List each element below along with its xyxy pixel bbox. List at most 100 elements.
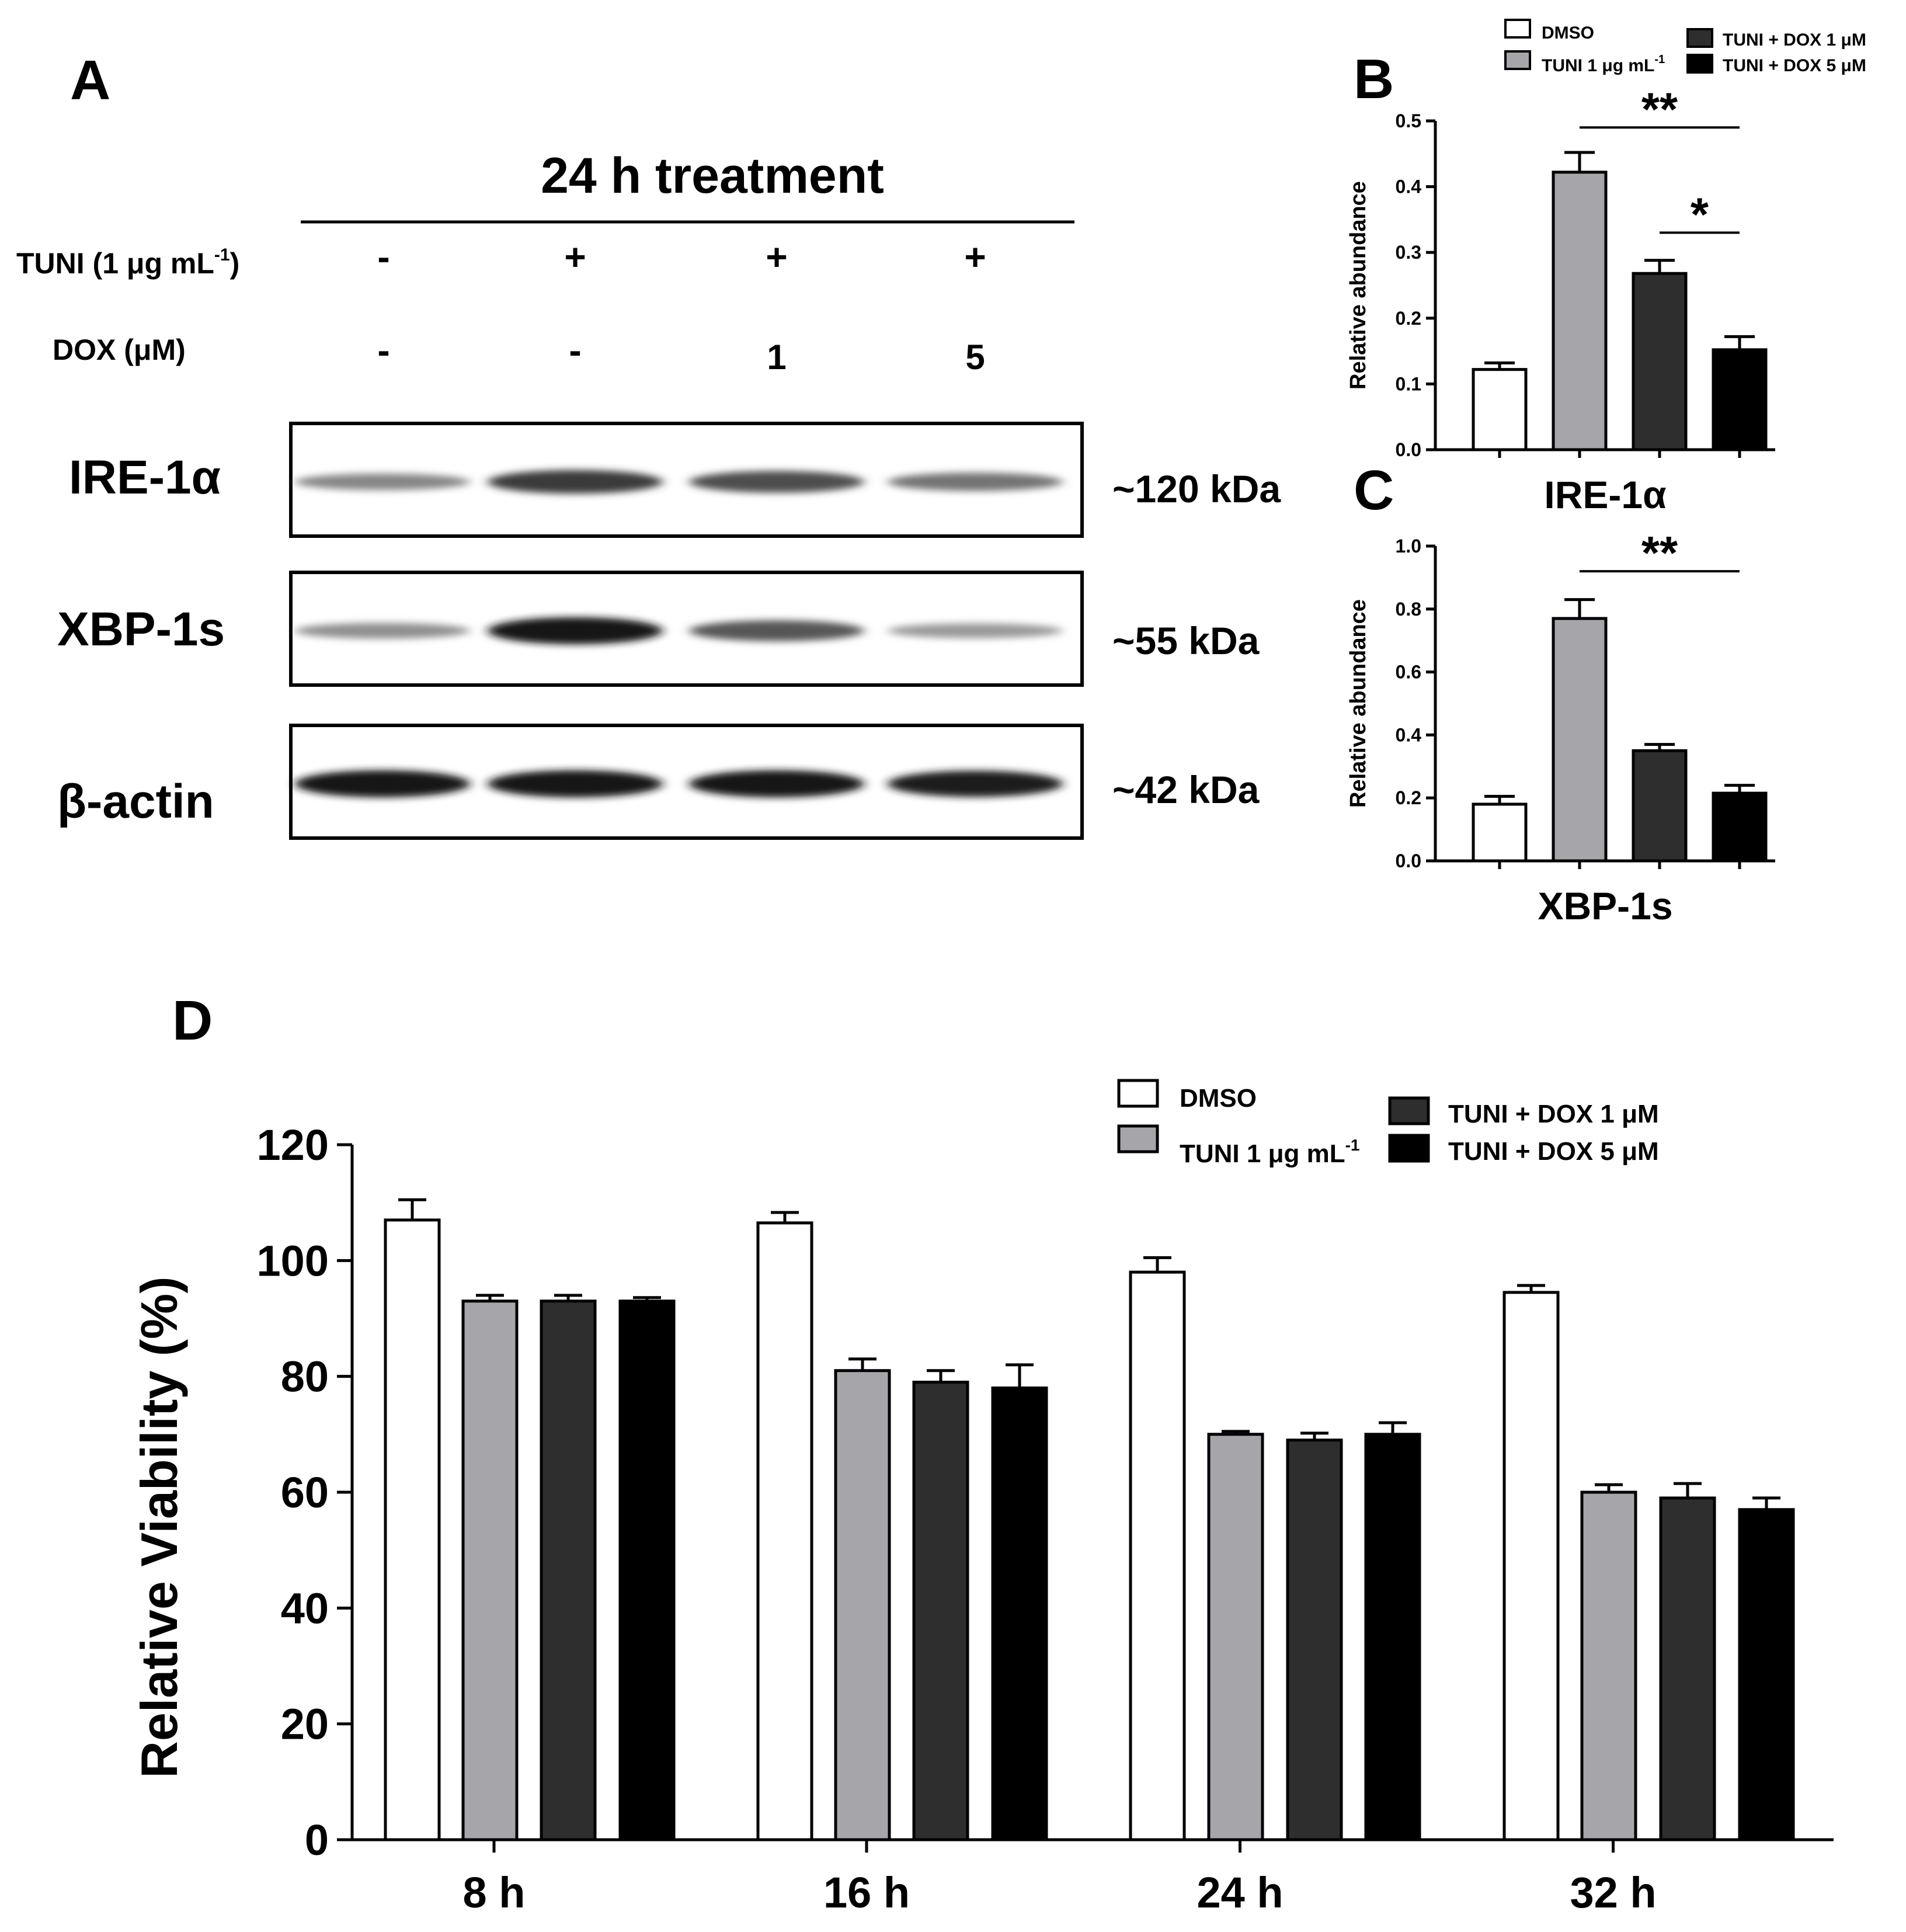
legend-d-dox1: TUNI + DOX 1 μM bbox=[1448, 1100, 1659, 1128]
band-size-xbp1s: ~55 kDa bbox=[1112, 619, 1260, 662]
y-tick-label: 40 bbox=[281, 1584, 329, 1632]
chart-d: D 0 20 40 60 80 100 120 Relative Viability (%) 8… bbox=[130, 989, 1834, 1917]
legend-bc-dox5: TUNI + DOX 5 μM bbox=[1723, 56, 1866, 75]
bar bbox=[461, 1299, 519, 1841]
y-axis-label: Relative abundance bbox=[1346, 599, 1371, 808]
legend-bc-swatch-dmso bbox=[1504, 19, 1531, 39]
legend-bc-dox1: TUNI + DOX 1 μM bbox=[1723, 30, 1866, 50]
dox-value-3: 1 bbox=[767, 338, 786, 377]
band-name-ire1a: IRE-1α bbox=[69, 451, 221, 504]
significance-label: ** bbox=[1641, 83, 1678, 135]
legend-d-swatch-dox1 bbox=[1388, 1096, 1430, 1125]
y-tick-label: 0.4 bbox=[1396, 176, 1422, 197]
bar bbox=[1472, 802, 1528, 863]
bar bbox=[1472, 368, 1528, 451]
x-tick-label: 32 h bbox=[1570, 1868, 1656, 1917]
bar bbox=[1552, 171, 1608, 451]
band-size-beta-actin: ~42 kDa bbox=[1112, 768, 1260, 811]
bar bbox=[991, 1387, 1048, 1841]
bar bbox=[756, 1221, 813, 1841]
significance-label: * bbox=[1691, 188, 1709, 240]
dox-value-4: 5 bbox=[965, 338, 985, 377]
x-axis-label: XBP-1s bbox=[1538, 884, 1672, 927]
legend-d-swatch-dox5 bbox=[1388, 1134, 1430, 1163]
y-tick-label: 100 bbox=[257, 1236, 329, 1285]
dox-value-1: - bbox=[377, 329, 389, 371]
bar bbox=[1712, 791, 1768, 863]
bar bbox=[1712, 348, 1768, 451]
x-axis-label: IRE-1α bbox=[1544, 473, 1666, 516]
x-tick-label: 16 h bbox=[823, 1868, 910, 1917]
panel-label-b: B bbox=[1354, 48, 1394, 110]
panel-label-c: C bbox=[1354, 459, 1394, 522]
y-axis-label: Relative abundance bbox=[1346, 181, 1371, 390]
band-name-beta-actin: β-actin bbox=[57, 775, 214, 828]
tuni-value-3: + bbox=[766, 236, 787, 278]
blot-band bbox=[689, 471, 864, 493]
legend-bc-swatch-dox5 bbox=[1686, 54, 1713, 74]
bar bbox=[1502, 1291, 1560, 1841]
blot-band bbox=[488, 470, 663, 494]
blot-bands bbox=[295, 470, 1063, 798]
x-tick-label: 24 h bbox=[1197, 1868, 1283, 1917]
blot-band bbox=[888, 472, 1063, 491]
blot-band bbox=[488, 617, 663, 645]
legend-bc: DMSO TUNI 1 μg mL-1 TUNI + DOX 1 μM TUNI… bbox=[1504, 19, 1866, 75]
legend-d-dmso: DMSO bbox=[1180, 1084, 1257, 1113]
y-tick-label: 0.0 bbox=[1396, 850, 1421, 871]
blot-band bbox=[689, 770, 864, 798]
tuni-value-4: + bbox=[964, 236, 986, 278]
bar bbox=[1364, 1433, 1421, 1841]
bar bbox=[384, 1218, 441, 1841]
blot-title: 24 h treatment bbox=[541, 148, 884, 204]
blot-band bbox=[295, 770, 470, 798]
chart-b: B 0.0 0.1 0.2 0.3 0.4 0.5 Relative abundance IR… bbox=[1346, 48, 1775, 516]
bar bbox=[1580, 1490, 1637, 1841]
dox-value-2: - bbox=[569, 329, 581, 371]
chart-c: C 0.0 0.2 0.4 0.6 0.8 1.0 Relative abundance XB… bbox=[1346, 459, 1775, 927]
legend-bc-swatch-tuni bbox=[1504, 50, 1531, 70]
y-tick-label: 0.6 bbox=[1396, 662, 1421, 683]
legend-d-dox5: TUNI + DOX 5 μM bbox=[1448, 1137, 1659, 1166]
significance-label: ** bbox=[1641, 527, 1678, 579]
tuni-value-2: + bbox=[564, 236, 586, 278]
bar bbox=[834, 1369, 891, 1841]
legend-bc-swatch-dox1 bbox=[1686, 28, 1713, 48]
y-tick-label: 120 bbox=[257, 1121, 329, 1169]
legend-d-tuni: TUNI 1 μg mL-1 bbox=[1180, 1136, 1360, 1168]
y-tick-label: 0.3 bbox=[1396, 242, 1421, 263]
bar bbox=[1659, 1496, 1716, 1841]
blot-band bbox=[295, 473, 470, 491]
blot-band bbox=[888, 770, 1063, 797]
blot-band bbox=[689, 620, 864, 641]
blot-band bbox=[295, 623, 470, 639]
bar bbox=[540, 1299, 597, 1841]
y-tick-label: 0.2 bbox=[1396, 787, 1421, 808]
bar bbox=[912, 1381, 969, 1841]
bar bbox=[1207, 1433, 1264, 1841]
dox-row-values: - - 1 5 bbox=[377, 329, 985, 377]
panel-a: A 24 h treatment TUNI (1 μg mL-1) DOX (μ… bbox=[16, 49, 1281, 840]
bar bbox=[1632, 749, 1688, 863]
y-tick-label: 0.2 bbox=[1396, 308, 1421, 329]
y-tick-label: 60 bbox=[281, 1468, 329, 1517]
blot-band bbox=[888, 623, 1063, 638]
bar bbox=[1632, 272, 1688, 451]
y-tick-label: 0 bbox=[305, 1816, 329, 1864]
panel-label-a: A bbox=[70, 49, 110, 112]
y-tick-label: 1.0 bbox=[1396, 536, 1421, 557]
y-tick-label: 80 bbox=[281, 1353, 329, 1401]
bar bbox=[618, 1299, 676, 1841]
y-tick-label: 0.1 bbox=[1396, 373, 1421, 394]
legend-bc-tuni: TUNI 1 μg mL-1 bbox=[1542, 53, 1665, 75]
legend-d: DMSO TUNI 1 μg mL-1 TUNI + DOX 1 μM TUNI… bbox=[1117, 1079, 1659, 1168]
y-tick-label: 0.4 bbox=[1396, 724, 1422, 745]
bar bbox=[1129, 1270, 1186, 1841]
bar bbox=[1738, 1508, 1795, 1841]
tuni-row-label: TUNI (1 μg mL-1) bbox=[16, 245, 239, 280]
blot-band bbox=[488, 770, 663, 798]
band-size-ire1a: ~120 kDa bbox=[1112, 467, 1281, 510]
legend-bc-dmso: DMSO bbox=[1542, 23, 1594, 43]
legend-d-swatch-tuni bbox=[1117, 1124, 1159, 1153]
